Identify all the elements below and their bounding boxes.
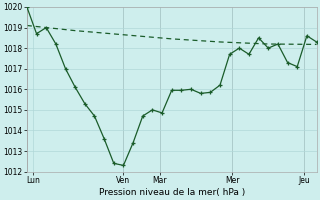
X-axis label: Pression niveau de la mer( hPa ): Pression niveau de la mer( hPa ) — [99, 188, 245, 197]
